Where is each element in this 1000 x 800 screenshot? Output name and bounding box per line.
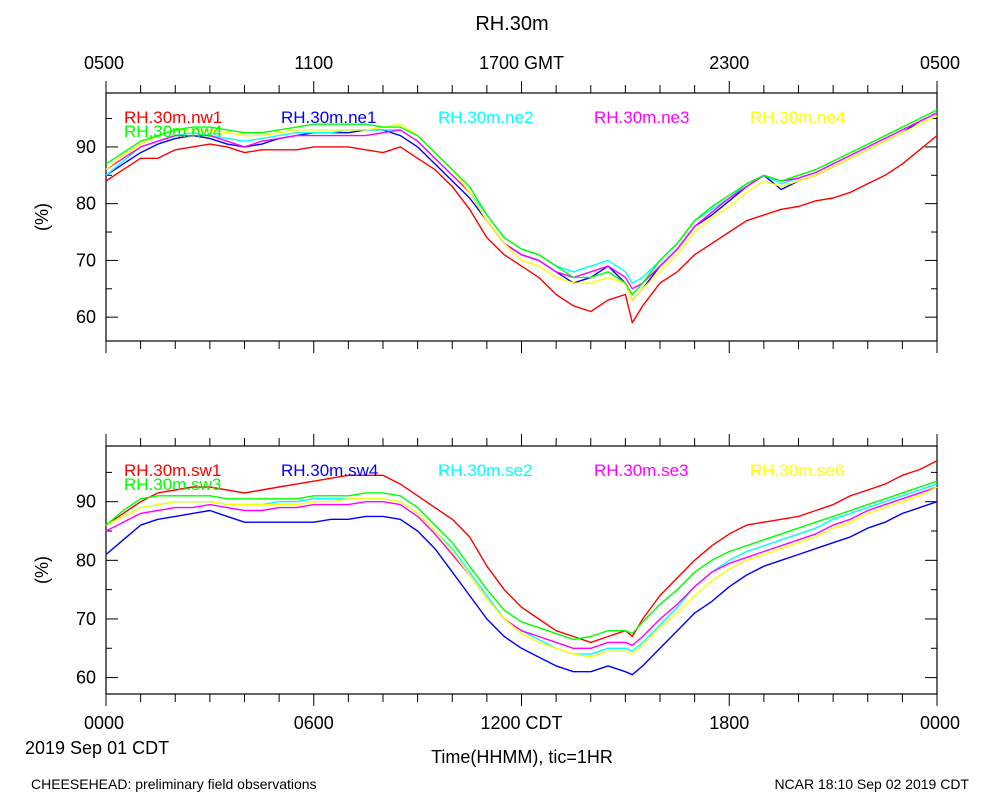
bottom-axis-tick-label: 1800 bbox=[709, 713, 749, 733]
legend-label: RH.30m.ne1 bbox=[281, 108, 376, 127]
date-label: 2019 Sep 01 CDT bbox=[25, 738, 169, 758]
legend-label: RH.30m.nw4 bbox=[124, 122, 222, 141]
legend-label: RH.30m.sw1 bbox=[124, 461, 221, 480]
series-line-RH.30m.ne3 bbox=[105, 112, 938, 290]
top-panel-legend: RH.30m.nw1 RH.30m.ne1 RH.30m.ne2 RH.30m.ne3… bbox=[124, 108, 845, 141]
series-line-RH.30m.ne1 bbox=[105, 112, 938, 301]
y-tick-label: 90 bbox=[76, 137, 96, 157]
legend-label: RH.30m.se6 bbox=[750, 461, 844, 480]
y-tick-label: 80 bbox=[76, 550, 96, 570]
series-line-RH.30m.ne2 bbox=[105, 112, 938, 284]
series-line-RH.30m.sw4 bbox=[105, 501, 938, 676]
bottom-axis-tick-labels: 0000 0600 1200 CDT 1800 0000 bbox=[84, 713, 960, 733]
footer-right: NCAR 18:10 Sep 02 2019 CDT bbox=[774, 776, 969, 792]
legend-label: RH.30m.se2 bbox=[438, 461, 532, 480]
legend-label: RH.30m.se3 bbox=[594, 461, 688, 480]
legend-label: RH.30m.ne4 bbox=[750, 108, 845, 127]
series-line-RH.30m.ne4 bbox=[105, 115, 938, 301]
legend-label: RH.30m.sw4 bbox=[281, 461, 378, 480]
legend-label: RH.30m.ne3 bbox=[594, 108, 689, 127]
y-tick-label: 80 bbox=[76, 194, 96, 214]
top-axis-tick-label: 2300 bbox=[709, 53, 749, 73]
top-axis-tick-labels: 0500 1100 1700 GMT 2300 0500 bbox=[84, 53, 960, 73]
footer-left: CHEESEHEAD: preliminary field observatio… bbox=[31, 776, 317, 792]
chart-title: RH.30m bbox=[475, 13, 548, 35]
bottom-panel-series bbox=[105, 460, 938, 676]
bottom-panel-ticks: 60 70 80 90 bbox=[76, 434, 938, 706]
top-y-axis-label: (%) bbox=[32, 203, 52, 231]
y-tick-label: 60 bbox=[76, 307, 96, 327]
legend-label: RH.30m.sw3 bbox=[124, 475, 221, 494]
legend-label: RH.30m.nw1 bbox=[124, 108, 222, 127]
series-line-RH.30m.sw3 bbox=[105, 480, 938, 641]
top-axis-tick-label: 1100 bbox=[294, 53, 333, 73]
top-panel-series bbox=[105, 109, 938, 324]
y-tick-label: 90 bbox=[76, 492, 96, 512]
series-line-RH.30m.nw4 bbox=[105, 109, 938, 296]
series-line-RH.30m.se3 bbox=[105, 486, 938, 649]
bottom-axis-tick-label: 1200 CDT bbox=[480, 713, 562, 733]
bottom-plot-frame bbox=[105, 445, 938, 695]
top-axis-tick-label: 0500 bbox=[84, 53, 124, 73]
bottom-y-axis-label: (%) bbox=[32, 556, 52, 584]
series-line-RH.30m.nw1 bbox=[105, 135, 938, 324]
x-axis-label: Time(HHMM), tic=1HR bbox=[431, 747, 613, 767]
series-line-RH.30m.se2 bbox=[105, 483, 938, 655]
series-line-RH.30m.se6 bbox=[105, 486, 938, 658]
y-tick-label: 60 bbox=[76, 668, 96, 688]
y-tick-label: 70 bbox=[76, 250, 96, 270]
bottom-axis-tick-label: 0000 bbox=[84, 713, 124, 733]
series-line-RH.30m.sw1 bbox=[105, 460, 938, 644]
bottom-axis-tick-label: 0600 bbox=[294, 713, 334, 733]
bottom-axis-tick-label: 0000 bbox=[920, 713, 960, 733]
top-panel-ticks: 60 70 80 90 bbox=[76, 81, 938, 353]
legend-label: RH.30m.ne2 bbox=[438, 108, 533, 127]
top-axis-tick-label: 0500 bbox=[920, 53, 960, 73]
top-axis-tick-label: 1700 GMT bbox=[479, 53, 564, 73]
bottom-panel-legend: RH.30m.sw1 RH.30m.sw4 RH.30m.se2 RH.30m.se3… bbox=[124, 461, 844, 494]
y-tick-label: 70 bbox=[76, 609, 96, 629]
